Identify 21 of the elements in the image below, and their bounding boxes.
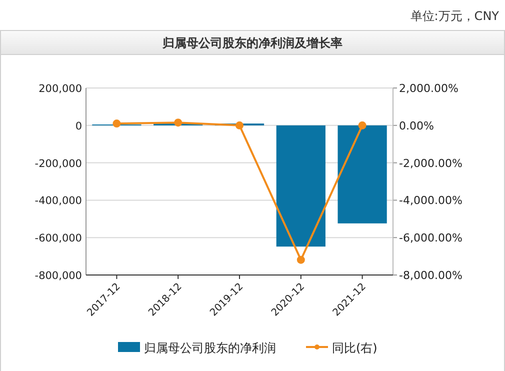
text: 单位:万元，CNY	[410, 9, 500, 23]
y-tick-label: -600,000	[34, 232, 82, 245]
y2-tick-label: 2,000.00%	[399, 82, 458, 95]
y-tick-label: -200,000	[34, 158, 82, 170]
y-tick-label: 200,000	[38, 83, 82, 95]
point	[236, 121, 244, 130]
chart-title: 归属母公司股东的净利润及增长率	[162, 36, 342, 50]
y2-tick-label: -4,000.00%	[399, 194, 462, 208]
point	[296, 256, 305, 264]
point	[174, 118, 182, 127]
point	[112, 120, 121, 128]
point	[358, 121, 366, 130]
y2-tick-label: -2,000.00%	[399, 156, 462, 170]
legend-label: 归属母公司股东的净利润	[144, 341, 276, 355]
y-tick-label: 0	[75, 120, 82, 132]
y2-tick-label: -6,000.00%	[399, 232, 462, 245]
y-tick-label: -800,000	[34, 270, 82, 282]
y2-tick-label: -8,000.00%	[399, 269, 462, 282]
y-tick-label: -400,000	[34, 195, 82, 208]
y2-tick-label: 0.00%	[399, 119, 434, 132]
legend-label: 同比(右)	[332, 341, 378, 355]
